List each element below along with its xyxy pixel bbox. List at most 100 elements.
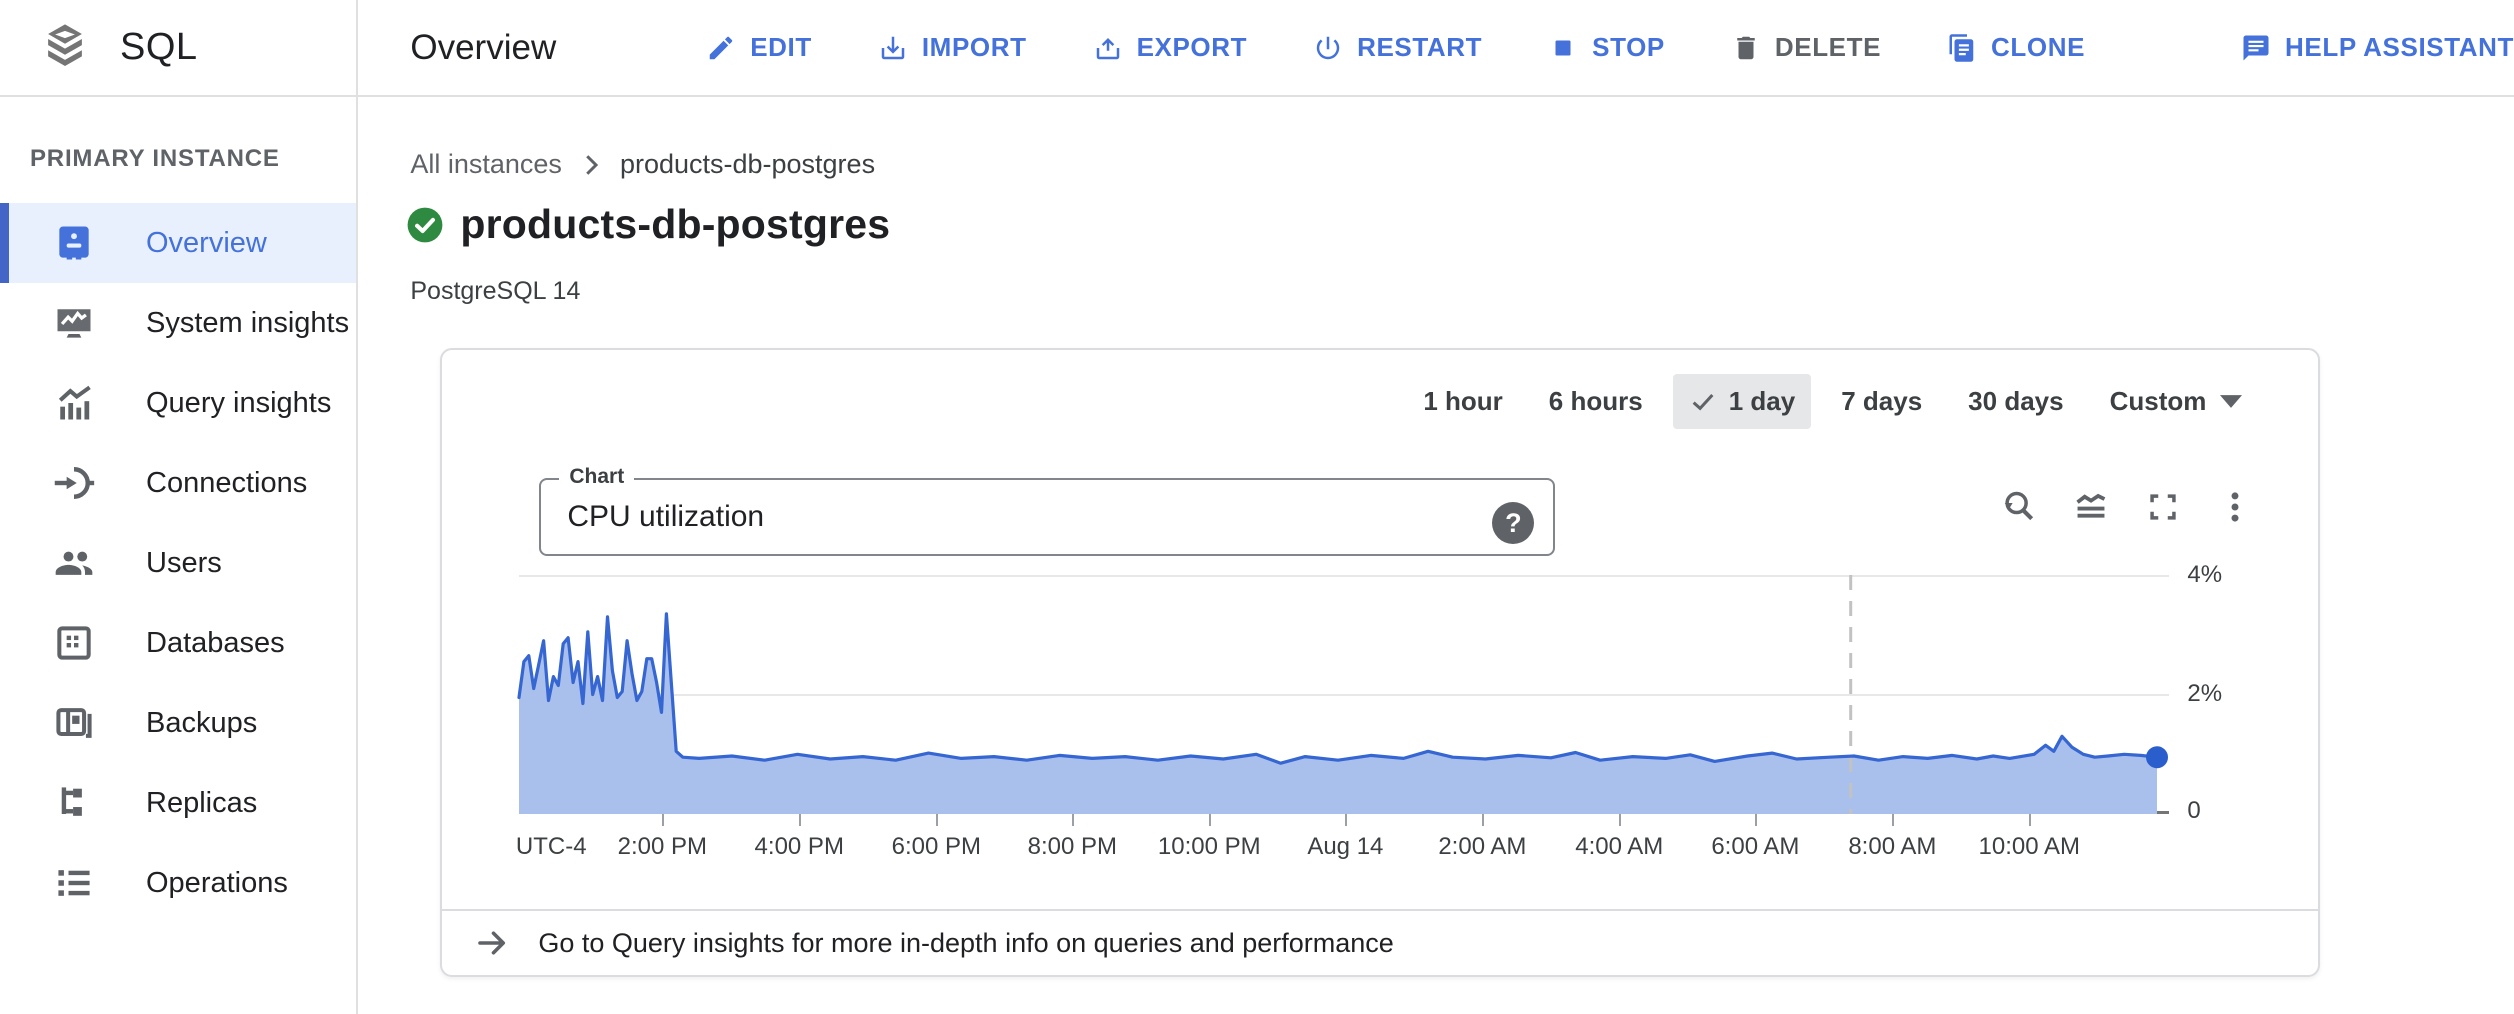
edit-icon [709,36,733,59]
sidebar-item-system-insights[interactable]: System insights [0,283,356,363]
range-custom-label: Custom [2109,386,2207,416]
sidebar-header: SQL [0,0,357,97]
range-1-hour[interactable]: 1 hour [1423,386,1503,416]
x-axis-label: 6:00 PM [891,833,982,860]
x-axis-label: 8:00 AM [1848,833,1937,860]
status-healthy-icon [407,207,443,242]
range-custom[interactable]: Custom [2094,374,2259,429]
system-insights-icon [57,309,91,338]
sidebar-item-label: Connections [146,466,308,499]
cpu-utilization-chart[interactable]: 4% 2% 0 UTC-4 2:00 PM 4:00 PM 6:00 PM 8:00 P… [516,561,2222,860]
dropdown-arrow-icon [2220,395,2243,408]
sidebar-item-users[interactable]: Users [0,523,356,603]
breadcrumb-current: products-db-postgres [619,149,876,179]
export-button[interactable]: EXPORT [1093,32,1248,63]
query-insights-link[interactable]: Go to Query insights for more in-depth i… [442,909,2319,975]
export-label: EXPORT [1136,32,1248,62]
help-assistant-label: HELP ASSISTANT [2285,32,2514,62]
range-1-day[interactable]: 1 day [1672,374,1812,429]
zoom-reset-icon[interactable] [2000,488,2038,526]
help-assistant-button[interactable]: HELP ASSISTANT [2241,32,2514,63]
restart-button[interactable]: RESTART [1313,32,1482,63]
delete-label: DELETE [1774,32,1882,62]
x-axis-label: 4:00 AM [1575,833,1664,860]
edit-button[interactable]: EDIT [706,32,812,63]
sidebar-item-overview[interactable]: Overview [0,203,357,283]
stop-button[interactable]: STOP [1548,32,1665,63]
x-axis-tick [799,814,802,826]
backups-icon [56,708,92,738]
content-column: Overview EDIT IMPORT EXPORT RESTART [358,0,2514,1014]
help-assistant-icon [2243,35,2269,60]
range-7-days[interactable]: 7 days [1841,386,1923,416]
chart-metric-select[interactable]: Chart CPU utilization [539,465,1556,556]
gridline-2pct [519,694,2170,696]
restart-label: RESTART [1357,32,1483,62]
area-chart-mode-icon[interactable] [2072,488,2110,526]
x-axis-tick [1482,814,1485,826]
stop-icon [1555,40,1571,55]
action-toolbar: Overview EDIT IMPORT EXPORT RESTART [358,0,2514,97]
chevron-right-icon [586,154,599,175]
sidebar-section-title: PRIMARY INSTANCE [30,145,280,172]
clone-label: CLONE [1991,32,2086,62]
x-axis-label: 10:00 AM [1978,833,2080,860]
metrics-card: 1 hour 6 hours 1 day 7 days 30 days Cust… [440,348,2321,977]
x-axis-label: 8:00 PM [1027,833,1118,860]
engine-version: PostgreSQL 14 [410,277,581,305]
import-icon [881,36,905,59]
import-button[interactable]: IMPORT [878,32,1027,63]
main-content: All instances products-db-postgres produ… [358,97,2514,1014]
sidebar-item-connections[interactable]: Connections [0,443,356,523]
users-icon [55,551,93,575]
sidebar-item-databases[interactable]: Databases [0,603,356,683]
replicas-icon [61,787,82,816]
fullscreen-icon[interactable] [2144,488,2182,526]
sql-product-icon [48,23,82,66]
toolbar-actions: EDIT IMPORT EXPORT RESTART STOP [706,32,2514,63]
y-axis-label: 0 [2187,797,2201,824]
instance-title-row: products-db-postgres [406,201,890,248]
delete-icon [1737,36,1755,59]
x-axis-tick [1209,814,1212,826]
overview-icon [59,226,89,260]
sidebar-nav: PRIMARY INSTANCE Overview System insight… [0,97,357,923]
chart-toolbar [2000,488,2254,526]
product-name: SQL [120,26,198,68]
y-axis-label: 2% [2187,680,2223,707]
chart-select-value: CPU utilization [567,500,765,533]
instance-name: products-db-postgres [460,201,891,247]
x-axis-tick [1345,814,1348,826]
databases-icon [57,626,91,660]
sidebar-item-label: Operations [146,866,288,899]
sidebar-item-replicas[interactable]: Replicas [0,763,356,843]
sidebar-item-label: Backups [146,706,258,739]
import-label: IMPORT [921,32,1027,62]
edit-label: EDIT [750,32,812,62]
range-1-day-label: 1 day [1728,386,1796,416]
sidebar-item-label: System insights [146,306,350,339]
range-30-days[interactable]: 30 days [1968,386,2064,416]
x-axis-tick [662,814,665,826]
range-6-hours[interactable]: 6 hours [1548,386,1643,416]
sidebar-item-label: Replicas [146,786,258,819]
sidebar-item-backups[interactable]: Backups [0,683,356,763]
clone-button[interactable]: CLONE [1947,32,2085,63]
chart-select-label: Chart [559,465,635,489]
x-axis-label: 6:00 AM [1711,833,1800,860]
x-axis-tick [936,814,939,826]
metric-help-icon[interactable]: ? [1492,502,1535,544]
x-axis-tick [2029,814,2032,826]
sidebar-item-operations[interactable]: Operations [0,843,356,923]
sidebar-item-label: Overview [146,226,267,259]
more-options-icon[interactable] [2216,488,2254,526]
connections-icon [54,467,95,499]
delete-button[interactable]: DELETE [1731,32,1881,63]
x-axis-label: UTC-4 [515,833,587,860]
y-axis-label: 4% [2187,561,2223,588]
sidebar-item-query-insights[interactable]: Query insights [0,363,356,443]
breadcrumb-all-instances[interactable]: All instances [410,149,562,179]
restart-icon [1316,36,1340,59]
export-icon [1096,37,1119,59]
time-range-selector: 1 hour 6 hours 1 day 7 days 30 days Cust… [1407,374,2258,429]
